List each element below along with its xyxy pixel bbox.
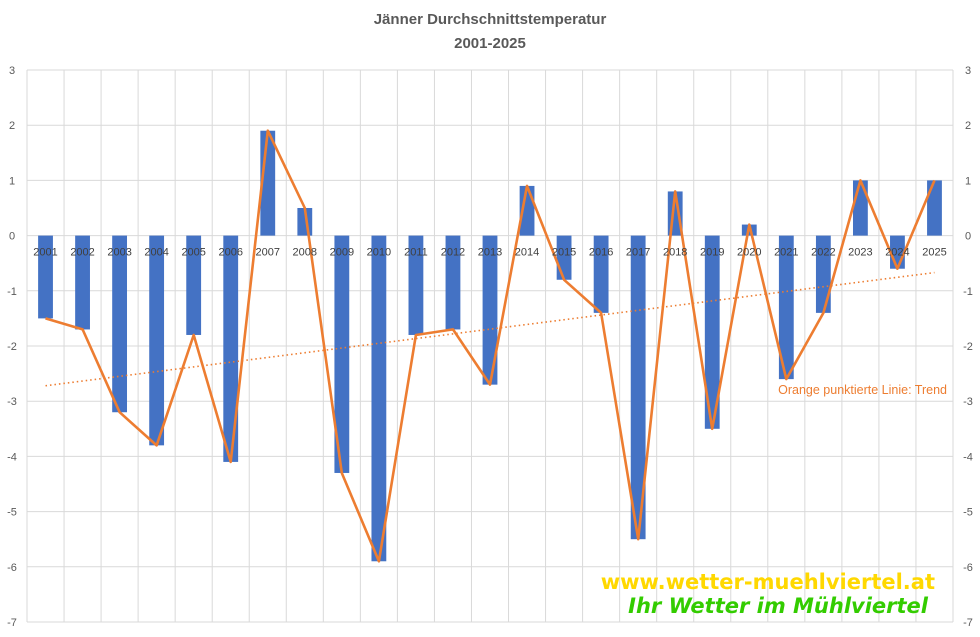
bar xyxy=(112,235,128,413)
y-tick-label-right: 0 xyxy=(965,231,971,243)
x-tick-label: 2007 xyxy=(256,247,280,259)
y-tick-label-left: -5 xyxy=(7,507,17,519)
bar xyxy=(371,235,387,562)
x-tick-label: 2018 xyxy=(663,247,687,259)
x-tick-label: 2011 xyxy=(404,247,428,259)
bar xyxy=(927,180,942,236)
x-tick-label: 2020 xyxy=(737,247,761,259)
bar xyxy=(852,180,868,236)
y-tick-label-left: -7 xyxy=(7,617,17,629)
bar xyxy=(778,235,794,380)
bar xyxy=(445,235,461,330)
x-tick-label: 2017 xyxy=(626,247,650,259)
bar xyxy=(334,235,350,473)
y-tick-label-left: -4 xyxy=(7,451,17,463)
x-tick-label: 2005 xyxy=(181,247,205,259)
chart-title: Jänner Durchschnittstemperatur xyxy=(374,11,607,28)
bar xyxy=(815,235,831,313)
y-tick-label-right: -4 xyxy=(963,451,973,463)
x-tick-label: 2004 xyxy=(144,247,168,259)
x-tick-label: 2023 xyxy=(848,247,872,259)
line-series xyxy=(45,129,936,563)
x-tick-label: 2016 xyxy=(589,247,613,259)
y-tick-label-left: -3 xyxy=(7,396,17,408)
x-tick-label: 2002 xyxy=(70,247,94,259)
x-tick-label: 2019 xyxy=(700,247,724,259)
y-tick-label-left: 0 xyxy=(9,231,15,243)
bar xyxy=(408,235,424,335)
x-tick-label: 2009 xyxy=(330,247,354,259)
bar xyxy=(149,235,165,446)
watermark-url: www.wetter-muehlviertel.at xyxy=(601,570,935,594)
trend-line xyxy=(45,271,935,387)
trend-annotation: Orange punktierte Linie: Trend xyxy=(778,383,947,397)
x-tick-label: 2021 xyxy=(774,247,798,259)
y-tick-label-right: -1 xyxy=(963,286,973,298)
x-tick-label: 2014 xyxy=(515,247,539,259)
watermark-tagline: Ihr Wetter im Mühlviertel xyxy=(628,594,929,618)
bar xyxy=(482,235,498,385)
y-tick-label-right: -2 xyxy=(963,341,973,353)
bar xyxy=(75,235,90,330)
x-tick-label: 2001 xyxy=(33,247,57,259)
bar xyxy=(630,235,646,540)
bar xyxy=(704,235,720,429)
trend-line-path xyxy=(45,271,935,387)
bar xyxy=(593,235,609,313)
chart-subtitle: 2001-2025 xyxy=(454,35,526,52)
x-tick-label: 2006 xyxy=(218,247,242,259)
y-tick-label-left: 2 xyxy=(9,120,15,132)
bar xyxy=(186,235,202,335)
y-tick-label-right: -3 xyxy=(963,396,973,408)
y-tick-label-right: 1 xyxy=(965,175,971,187)
y-tick-label-left: 3 xyxy=(9,65,15,77)
x-tick-label: 2022 xyxy=(811,247,835,259)
y-tick-label-right: -6 xyxy=(963,562,973,574)
x-tick-label: 2025 xyxy=(922,247,946,259)
x-tick-label: 2010 xyxy=(367,247,391,259)
x-tick-label: 2013 xyxy=(478,247,502,259)
y-tick-label-right: 3 xyxy=(965,65,971,77)
y-tick-label-left: -2 xyxy=(7,341,17,353)
y-tick-label-right: -5 xyxy=(963,507,973,519)
x-tick-label: 2015 xyxy=(552,247,576,259)
y-tick-label-left: -1 xyxy=(7,286,17,298)
axes: 3 3 2 2 1 1 0 0 -1 -1 -2 -2 -3 -3 -4 -4 -5 -5 -6 -6 -7 -7 2001… xyxy=(7,65,973,629)
y-tick-label-right: 2 xyxy=(965,120,971,132)
bar-series xyxy=(38,130,942,562)
y-tick-label-right: -7 xyxy=(963,617,973,629)
x-tick-label: 2012 xyxy=(441,247,465,259)
x-tick-label: 2008 xyxy=(293,247,317,259)
temperature-line xyxy=(45,129,936,563)
y-tick-label-left: -6 xyxy=(7,562,17,574)
y-tick-label-left: 1 xyxy=(9,175,15,187)
x-tick-label: 2024 xyxy=(885,247,909,259)
x-tick-label: 2003 xyxy=(107,247,131,259)
gridlines xyxy=(26,69,954,623)
bar xyxy=(223,235,239,462)
bar xyxy=(38,235,53,319)
